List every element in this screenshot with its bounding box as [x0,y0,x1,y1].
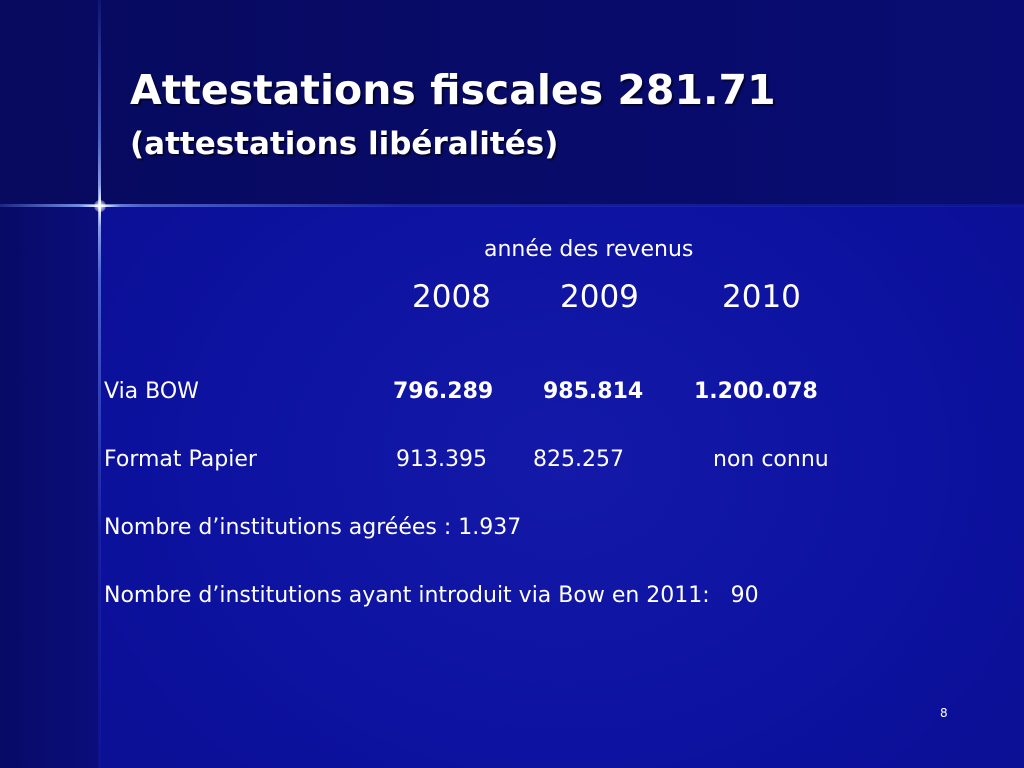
table-header: année des revenus [484,237,694,262]
horizontal-divider-line [0,204,1024,207]
row-label-via-bow: Via BOW [104,379,199,404]
row-label-format-papier: Format Papier [104,447,257,472]
table-cell: 1.200.078 [694,379,818,404]
sparkle-icon [79,185,121,227]
slide-title: Attestations fiscales 281.71 [130,66,776,114]
year-column-header: 2009 [560,279,639,315]
title-band [0,0,1024,206]
slide-subtitle: (attestations libéralités) [130,126,559,162]
note-institutions-via-bow: Nombre d’institutions ayant introduit vi… [104,583,759,608]
table-cell: 796.289 [393,379,494,404]
page-number: 8 [940,706,948,720]
table-cell: non connu [713,447,829,472]
vertical-divider-line [98,0,101,768]
table-cell: 825.257 [533,447,624,472]
year-column-header: 2008 [412,279,491,315]
left-band [0,206,100,768]
table-cell: 985.814 [543,379,644,404]
note-institutions-agreees: Nombre d’institutions agréées : 1.937 [104,515,522,540]
year-column-header: 2010 [722,279,801,315]
table-cell: 913.395 [396,447,487,472]
